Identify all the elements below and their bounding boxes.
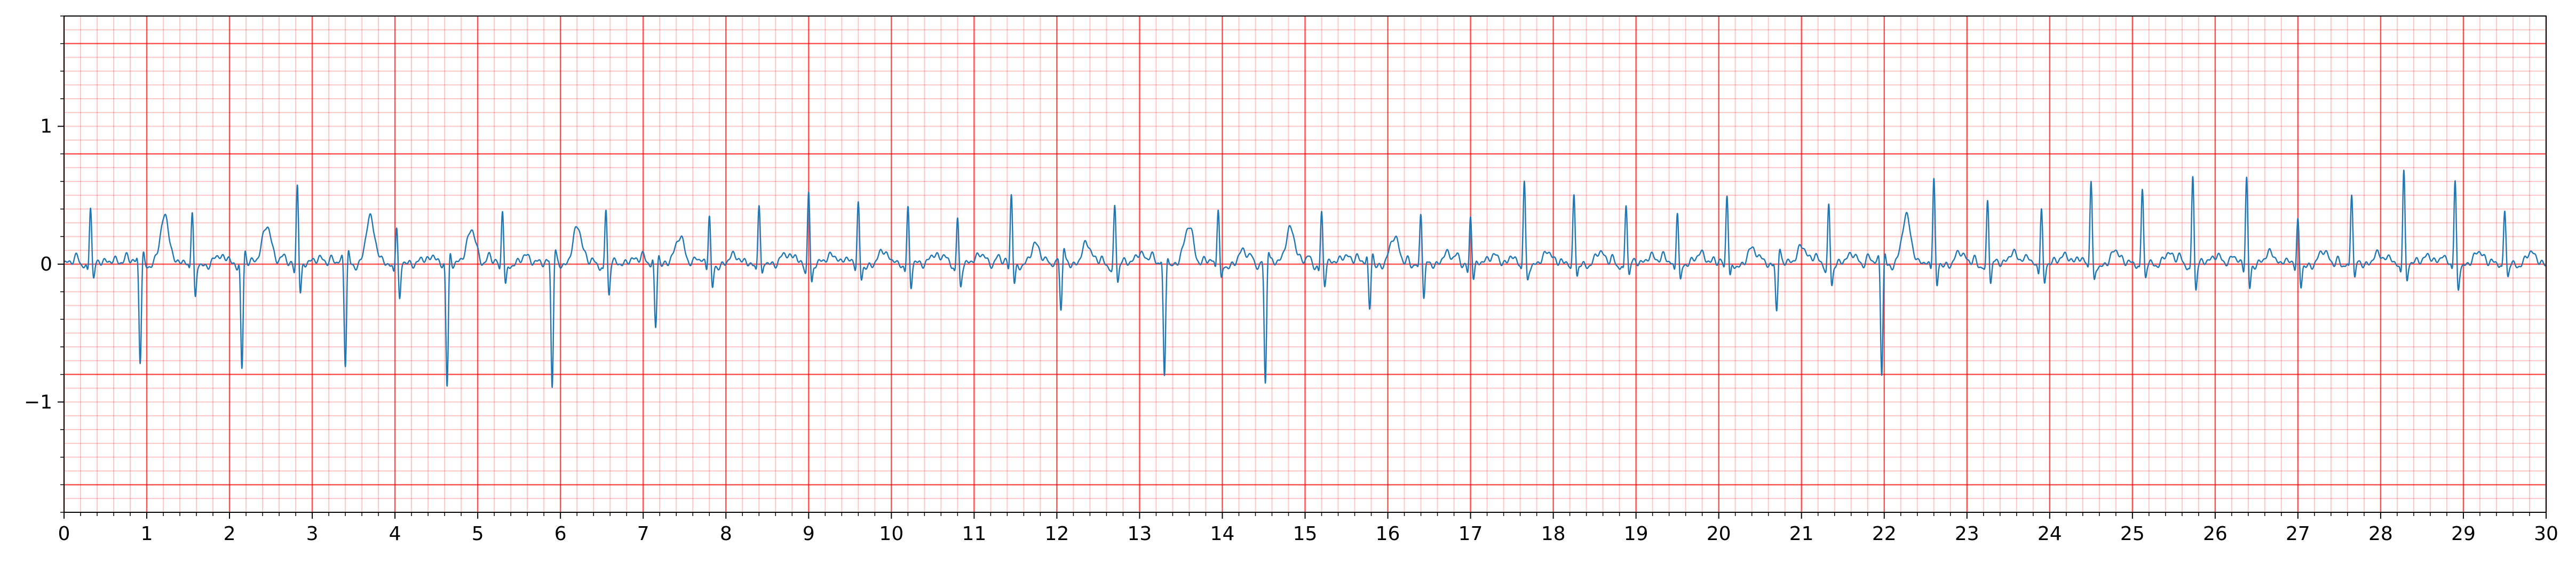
x-tick-label: 11 <box>962 523 986 545</box>
x-tick-label: 3 <box>306 523 319 545</box>
x-tick-label: 2 <box>224 523 236 545</box>
x-tick-label: 5 <box>472 523 484 545</box>
x-tick-label: 16 <box>1376 523 1400 545</box>
x-axis: 0 1 2 3 4 5 6 7 8 9 10 11 12 13 14 15 16 17 18 19 20 21 22 23 24… <box>58 512 2558 545</box>
x-tick-label: 21 <box>1789 523 1814 545</box>
y-axis: 1 0 −1 <box>24 15 64 513</box>
x-tick-label: 10 <box>879 523 903 545</box>
x-tick-label: 30 <box>2534 523 2558 545</box>
series-layer <box>63 169 2547 388</box>
x-tick-label: 18 <box>1541 523 1566 545</box>
x-tick-label: 26 <box>2203 523 2228 545</box>
x-tick-label: 15 <box>1293 523 1318 545</box>
y-tick-label: 0 <box>40 253 52 275</box>
x-tick-label: 25 <box>2120 523 2145 545</box>
x-tick-label: 8 <box>720 523 732 545</box>
x-tick-label: 0 <box>58 523 70 545</box>
ecg-trace-0 <box>63 169 2547 388</box>
x-tick-label: 12 <box>1044 523 1069 545</box>
x-tick-label: 9 <box>803 523 815 545</box>
y-tick-label: −1 <box>24 391 52 413</box>
x-tick-label: 7 <box>637 523 649 545</box>
x-tick-label: 17 <box>1459 523 1483 545</box>
x-tick-label: 19 <box>1624 523 1648 545</box>
x-tick-label: 20 <box>1707 523 1731 545</box>
x-tick-label: 22 <box>1872 523 1897 545</box>
x-tick-label: 24 <box>2038 523 2062 545</box>
x-tick-label: 23 <box>1955 523 1979 545</box>
y-tick-label: 1 <box>40 116 52 138</box>
x-tick-label: 1 <box>141 523 153 545</box>
x-tick-label: 14 <box>1210 523 1235 545</box>
x-tick-label: 28 <box>2368 523 2393 545</box>
x-tick-label: 6 <box>554 523 567 545</box>
x-tick-label: 27 <box>2286 523 2310 545</box>
x-tick-label: 13 <box>1128 523 1152 545</box>
x-tick-label: 4 <box>389 523 401 545</box>
x-tick-label: 29 <box>2451 523 2476 545</box>
